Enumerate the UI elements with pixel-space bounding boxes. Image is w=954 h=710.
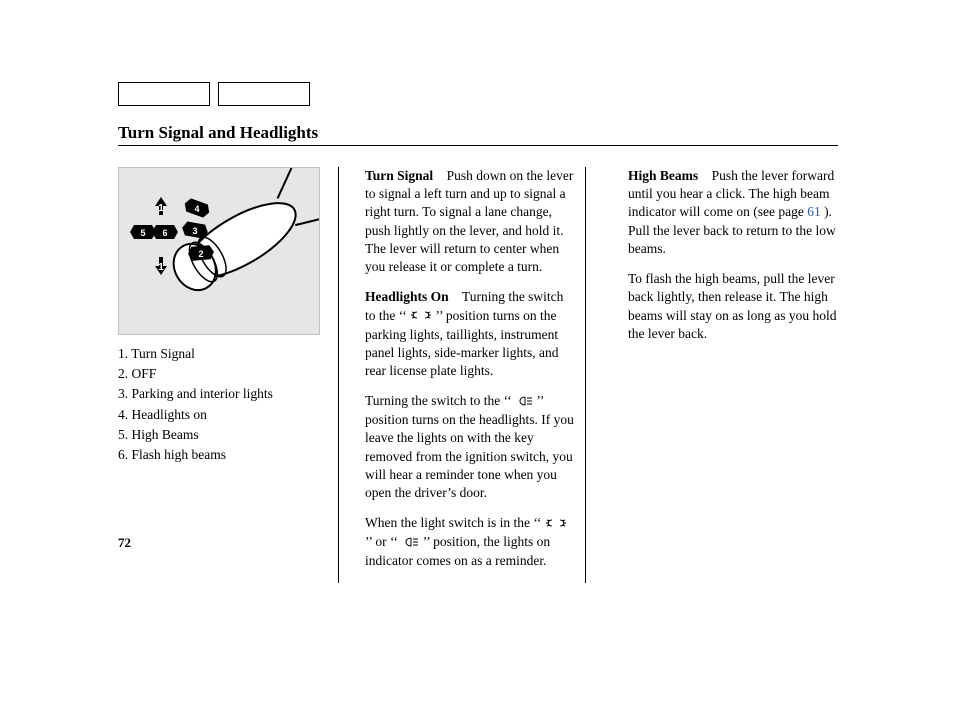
svg-text:2: 2: [198, 249, 203, 259]
reminder-mid: ’’ or ‘‘: [365, 534, 398, 549]
legend-item: 5. High Beams: [118, 426, 328, 444]
svg-text:4: 4: [194, 204, 199, 214]
svg-text:5: 5: [140, 228, 145, 238]
header-box-2: [218, 82, 310, 106]
head-pos-pre: Turning the switch to the ‘‘: [365, 393, 512, 408]
headlight-icon: [401, 534, 419, 552]
svg-text:1: 1: [158, 262, 164, 273]
manual-page: Turn Signal and Headlights OFF: [0, 0, 954, 710]
flash-high-beams-para: To flash the high beams, pull the lever …: [628, 270, 838, 343]
figure-legend: 1. Turn Signal 2. OFF 3. Parking and int…: [118, 345, 328, 464]
legend-item: 1. Turn Signal: [118, 345, 328, 363]
high-beams-para: High Beams Push the lever forward until …: [628, 167, 838, 258]
turn-signal-diagram: OFF: [118, 167, 320, 335]
column-separator: [338, 167, 339, 583]
header-boxes: [118, 82, 310, 106]
headlight-position-para: Turning the switch to the ‘‘ ’’ position…: [365, 392, 575, 502]
parking-lights-icon: [545, 515, 567, 533]
svg-text:6: 6: [162, 228, 167, 238]
page-reference-link[interactable]: 61: [807, 204, 821, 219]
svg-text:3: 3: [192, 226, 197, 236]
legend-item: 4. Headlights on: [118, 406, 328, 424]
turn-signal-para: Turn Signal Push down on the lever to si…: [365, 167, 575, 276]
title-rule: [118, 145, 838, 146]
legend-item: 6. Flash high beams: [118, 446, 328, 464]
content-columns: OFF: [118, 167, 838, 583]
headlights-on-label: Headlights On: [365, 289, 449, 304]
high-beams-label: High Beams: [628, 168, 698, 183]
turn-signal-text: Push down on the lever to signal a left …: [365, 168, 573, 274]
reminder-para: When the light switch is in the ‘‘ ’’ or…: [365, 514, 575, 570]
column-separator: [585, 167, 586, 583]
page-title: Turn Signal and Headlights: [118, 122, 318, 145]
reminder-pre: When the light switch is in the ‘‘: [365, 515, 541, 530]
stalk-illustration: OFF: [119, 168, 319, 334]
legend-item: 2. OFF: [118, 365, 328, 383]
headlight-icon: [515, 393, 533, 411]
parking-lights-icon: [410, 307, 432, 325]
column-middle: Turn Signal Push down on the lever to si…: [365, 167, 575, 583]
page-number: 72: [118, 534, 131, 552]
headlights-on-para: Headlights On Turning the switch to the …: [365, 288, 575, 380]
turn-signal-label: Turn Signal: [365, 168, 433, 183]
column-figure: OFF: [118, 167, 328, 466]
legend-item: 3. Parking and interior lights: [118, 385, 328, 403]
header-box-1: [118, 82, 210, 106]
head-pos-post: ’’ position turns on the headlights. If …: [365, 393, 574, 500]
column-right: High Beams Push the lever forward until …: [628, 167, 838, 355]
svg-text:1: 1: [158, 203, 164, 214]
